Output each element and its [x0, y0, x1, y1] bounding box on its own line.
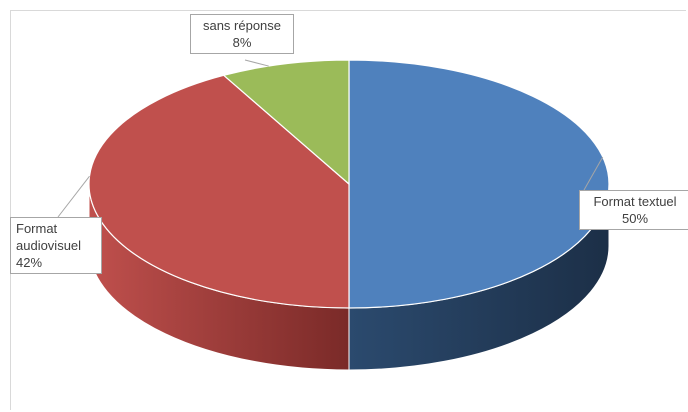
- data-label-format-textuel: Format textuel 50%: [579, 190, 688, 230]
- data-label-format-audiovisuel-value: 42%: [16, 255, 43, 270]
- pie-slices: [88, 59, 610, 309]
- leader-line-sans-reponse: [244, 59, 269, 67]
- pie-slice-format-audiovisuel: [88, 74, 350, 309]
- pie-slice-format-textuel: [348, 59, 610, 309]
- chart-frame: [10, 10, 686, 410]
- data-label-format-audiovisuel-line1: Format: [16, 221, 58, 236]
- leader-lines: [57, 59, 604, 218]
- data-label-sans-reponse-name: sans réponse: [202, 18, 282, 33]
- data-label-format-textuel-name: Format textuel: [593, 194, 677, 209]
- data-label-format-audiovisuel-line2: audiovisuel: [16, 238, 82, 253]
- leader-line-format-textuel: [583, 156, 604, 191]
- data-label-sans-reponse: sans réponse 8%: [190, 14, 294, 54]
- data-label-format-audiovisuel: Format audiovisuel 42%: [10, 217, 102, 274]
- leader-line-format-audiovisuel: [57, 175, 90, 218]
- pie-slice-sans-reponse: [222, 59, 350, 186]
- data-label-sans-reponse-value: 8%: [232, 35, 252, 50]
- data-label-format-textuel-value: 50%: [621, 211, 649, 226]
